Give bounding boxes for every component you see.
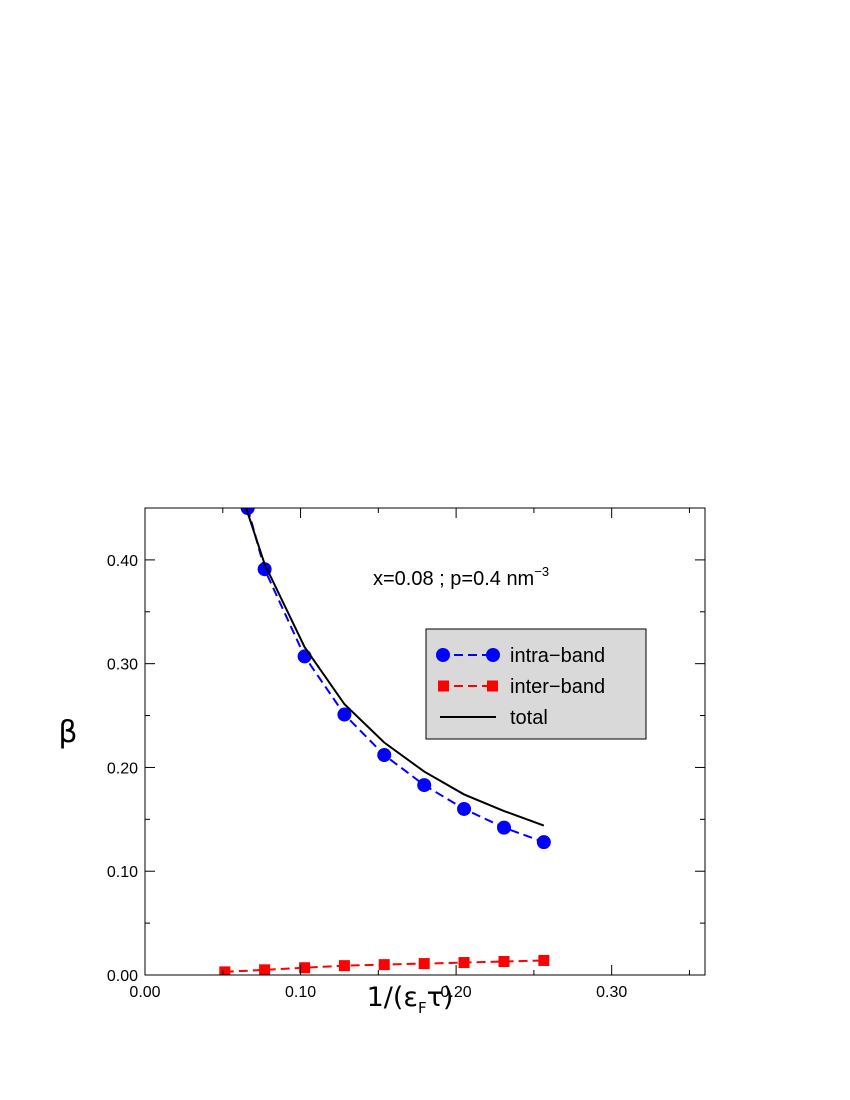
legend-box (425, 628, 647, 740)
annotation-sup: −3 (534, 564, 549, 579)
data-point-inter-band (299, 962, 311, 974)
data-point-intra-band (457, 801, 472, 816)
data-point-inter-band (338, 960, 350, 972)
data-point-inter-band (538, 954, 550, 966)
annotation-text: x=0.08 ; p=0.4 nm (373, 568, 534, 590)
series-line-total (245, 508, 545, 827)
x-axis-title: 1/(εFτ) (367, 982, 454, 1017)
legend-label-inter-band: inter−band (510, 676, 605, 698)
data-point-inter-band (418, 958, 430, 970)
y-tick-label: 0.10 (107, 864, 138, 881)
x-axis-title-sub: F (418, 999, 427, 1017)
data-point-inter-band (219, 966, 231, 975)
legend-label-total: total (510, 707, 548, 729)
plot-frame (144, 507, 706, 976)
data-point-inter-band (498, 956, 510, 968)
data-point-intra-band (337, 707, 352, 722)
x-tick-label: 0.30 (596, 984, 627, 1001)
data-point-inter-band (378, 959, 390, 971)
legend-label-intra-band: intra−band (510, 645, 605, 667)
y-tick-label: 0.20 (107, 760, 138, 777)
x-axis-title-prefix: 1/(ε (367, 982, 418, 1013)
legend-marker-intra-band (436, 648, 450, 662)
x-tick-label: 0.10 (285, 984, 316, 1001)
data-point-intra-band (417, 778, 432, 793)
x-tick-label: 0.20 (441, 984, 472, 1001)
data-point-inter-band (458, 957, 470, 969)
y-tick-label: 0.00 (107, 968, 138, 985)
y-tick-label: 0.40 (107, 553, 138, 570)
annotation: x=0.08 ; p=0.4 nm−3 (373, 564, 549, 590)
legend-marker-inter-band (487, 680, 498, 692)
data-point-intra-band (297, 649, 312, 664)
x-tick-label: 0.00 (129, 984, 160, 1001)
x-axis-title-suffix: τ) (427, 982, 454, 1013)
plot-area (219, 508, 551, 975)
legend-marker-inter-band (438, 680, 449, 692)
data-point-intra-band (497, 820, 512, 835)
data-point-inter-band (259, 964, 271, 975)
y-axis-title: β (58, 715, 77, 750)
y-tick-label: 0.30 (107, 657, 138, 674)
legend-marker-intra-band (486, 648, 500, 662)
data-point-intra-band (377, 747, 392, 762)
data-point-intra-band (536, 835, 551, 850)
